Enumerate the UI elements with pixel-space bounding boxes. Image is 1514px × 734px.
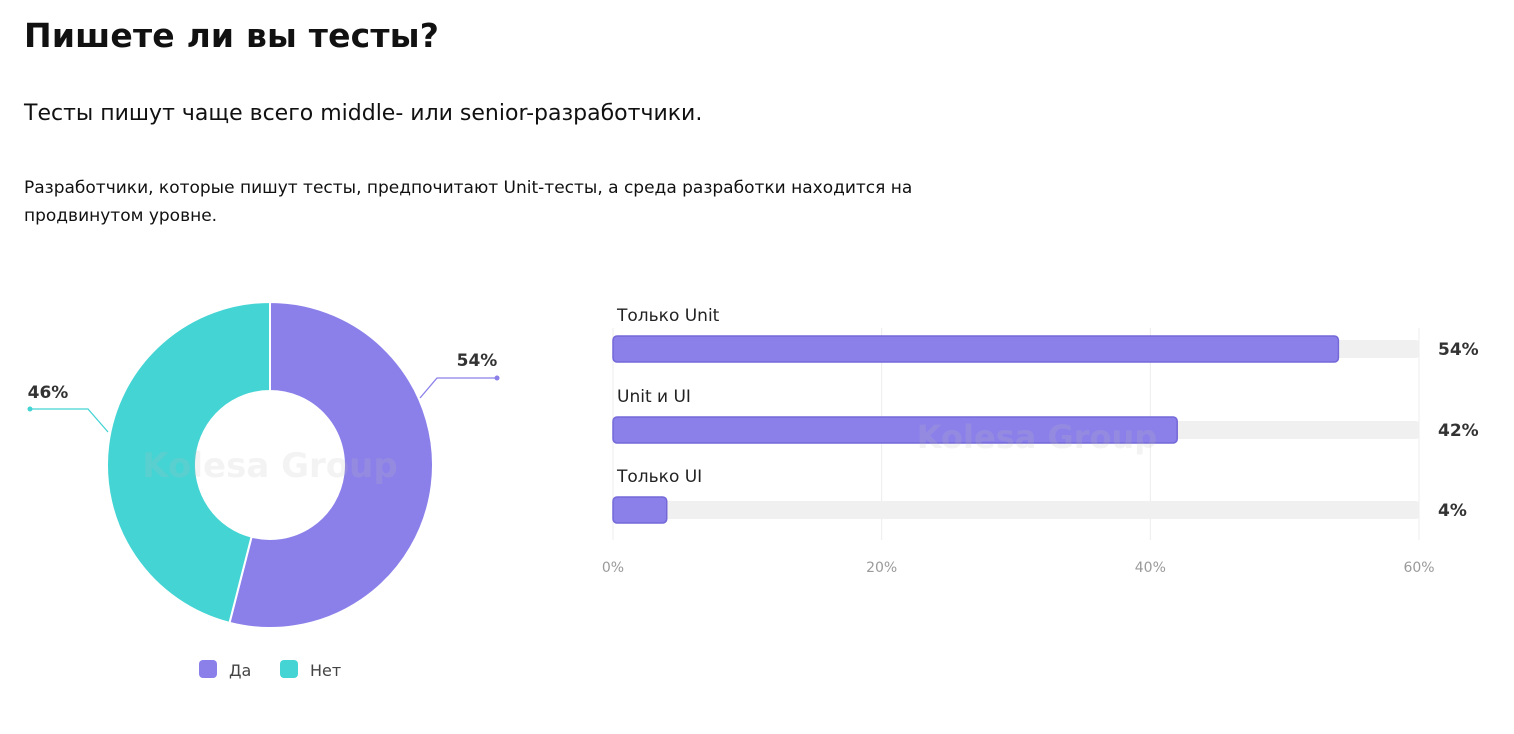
- donut-slice-no[interactable]: [106, 300, 271, 625]
- legend-swatch-yes: [199, 660, 217, 678]
- bar-value-labels: 54% 42% 4%: [1438, 340, 1479, 521]
- x-tick-label: 40%: [1135, 560, 1166, 576]
- donut-label-no: 46%: [28, 383, 69, 403]
- donut-leader-yes-dot: [494, 375, 500, 381]
- bar-chart: Только Unit Unit и UI Только UI 54% 42% 4% 0…: [602, 306, 1479, 576]
- donut-leader-no-dot: [27, 406, 33, 412]
- bar-category-label: Только Unit: [616, 306, 720, 326]
- x-tick-label: 0%: [602, 560, 624, 576]
- bar-value-label: 54%: [1438, 340, 1479, 360]
- legend-label-no: Нет: [310, 661, 341, 680]
- bar-category-label: Unit и UI: [617, 387, 691, 407]
- subtitle: Тесты пишут чаще всего middle- или senio…: [24, 101, 703, 126]
- description: Разработчики, которые пишут тесты, предп…: [24, 178, 913, 226]
- donut-chart: Kolesa Group 54% 46% Да Нет: [27, 300, 500, 680]
- x-tick-label: 20%: [866, 560, 897, 576]
- bar-x-ticks: 0% 20% 40% 60%: [602, 560, 1435, 576]
- bar-category-labels: Только Unit Unit и UI Только UI: [616, 306, 720, 487]
- bar-category-label: Только UI: [616, 467, 702, 487]
- donut-slices: [106, 300, 434, 629]
- page-title: Пишете ли вы тесты?: [24, 16, 440, 55]
- bar[interactable]: [612, 496, 668, 524]
- bar-bars: [612, 335, 1340, 524]
- donut-watermark: Kolesa Group: [142, 446, 397, 486]
- bar-watermark: Kolesa Group: [917, 418, 1157, 456]
- bar-track: [613, 501, 1419, 519]
- donut-leader-no: [30, 408, 109, 433]
- donut-legend: Да Нет: [199, 660, 341, 680]
- legend-item-no[interactable]: Нет: [280, 660, 341, 680]
- donut-leader-yes: [419, 377, 497, 399]
- legend-label-yes: Да: [229, 661, 251, 680]
- bar[interactable]: [612, 416, 1178, 444]
- donut-slice-yes[interactable]: [228, 300, 434, 629]
- bar-value-label: 4%: [1438, 501, 1467, 521]
- donut-label-yes: 54%: [457, 351, 498, 371]
- bar-value-label: 42%: [1438, 421, 1479, 441]
- bar[interactable]: [612, 335, 1340, 363]
- legend-swatch-no: [280, 660, 298, 678]
- x-tick-label: 60%: [1403, 560, 1434, 576]
- legend-item-yes[interactable]: Да: [199, 660, 251, 680]
